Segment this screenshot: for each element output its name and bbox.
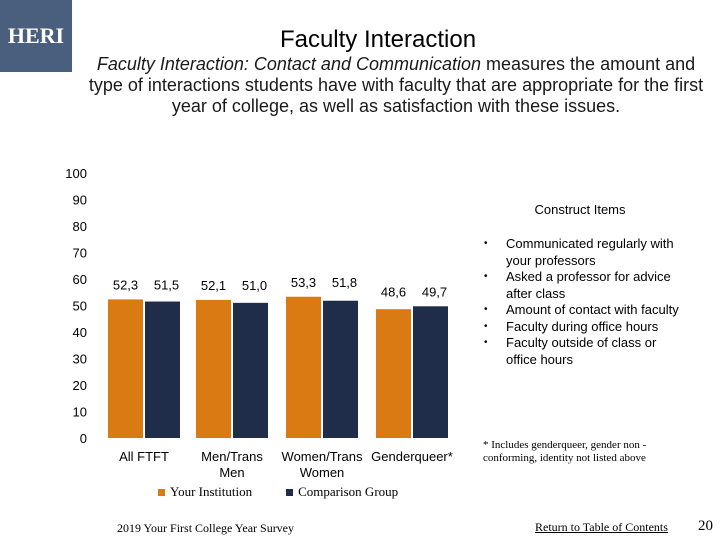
construct-item: • Faculty outside of class or office hour… xyxy=(482,335,682,368)
x-tick-label: Men xyxy=(219,465,244,480)
y-tick-label: 50 xyxy=(73,299,87,314)
data-label: 51,5 xyxy=(154,277,179,292)
construct-item-text: Amount of contact with faculty xyxy=(506,302,679,317)
bullet-icon: • xyxy=(484,320,488,332)
data-label: 49,7 xyxy=(422,284,447,299)
x-tick-label: Women xyxy=(300,465,345,480)
bullet-icon: • xyxy=(484,304,488,315)
data-label: 48,6 xyxy=(381,284,406,299)
y-tick-label: 20 xyxy=(73,378,87,393)
construct-items-title: Construct Items xyxy=(534,202,626,217)
return-to-toc-link[interactable]: Return to Table of Contents xyxy=(535,520,668,534)
page-title: Faculty Interaction xyxy=(279,26,477,53)
y-tick-label: 70 xyxy=(73,246,87,261)
legend-label-institution: Your Institution xyxy=(170,484,253,499)
y-tick-label: 90 xyxy=(73,193,87,208)
page-subtitle: Faculty Interaction: Contact and Communi… xyxy=(80,54,712,117)
legend-item-comparison: Comparison Group xyxy=(286,484,398,500)
x-tick-label: Men/Trans xyxy=(201,449,263,464)
y-tick-label: 30 xyxy=(73,352,87,367)
bullet-icon: • xyxy=(484,337,488,348)
legend-label-comparison: Comparison Group xyxy=(298,484,399,499)
survey-name: 2019 Your First College Year Survey xyxy=(117,521,295,535)
bar-comparison xyxy=(233,302,268,438)
bullet-icon: • xyxy=(484,271,488,282)
bar-comparison xyxy=(145,301,180,438)
y-tick-label: 10 xyxy=(73,405,87,420)
data-label: 51,0 xyxy=(242,278,267,293)
data-label: 52,3 xyxy=(113,277,138,292)
legend-swatch-comparison xyxy=(286,488,294,496)
data-label: 51,8 xyxy=(332,275,357,290)
subtitle-description: measures the amount and type of interact… xyxy=(88,54,704,116)
bar-institution xyxy=(376,309,411,438)
y-tick-label: 40 xyxy=(73,325,87,340)
footnote: * Includes genderqueer, gender non - con… xyxy=(483,439,647,464)
subtitle-construct-name: Faculty Interaction: Contact and Communi… xyxy=(96,54,482,74)
construct-item-text: Faculty outside of class or office hours xyxy=(506,335,657,367)
bar-institution xyxy=(286,296,321,438)
bar-institution xyxy=(196,299,231,438)
data-label: 52,1 xyxy=(201,278,226,293)
bar-comparison xyxy=(323,300,358,438)
construct-item: • Asked a professor for advice after clas… xyxy=(482,269,682,302)
y-tick-label: 80 xyxy=(73,219,87,234)
construct-item: • Amount of contact with faculty xyxy=(482,302,682,319)
bullet-icon: • xyxy=(484,238,488,249)
x-tick-label: All FTFT xyxy=(119,449,169,464)
legend-item-institution: Your Institution xyxy=(158,484,252,500)
y-tick-label: 60 xyxy=(73,272,87,287)
construct-item-text: Communicated regularly with your profess… xyxy=(506,236,674,268)
construct-item-text: Asked a professor for advice after class xyxy=(506,269,671,301)
chart-legend: Your Institution Comparison Group xyxy=(158,484,398,500)
x-tick-label: Genderqueer* xyxy=(371,449,453,464)
construct-item-text: Faculty during office hours xyxy=(506,318,659,334)
data-label: 53,3 xyxy=(291,275,316,290)
heri-logo: HERI xyxy=(0,0,72,72)
construct-items-list: • Communicated regularly with your profes… xyxy=(482,236,682,368)
bar-institution xyxy=(108,299,143,438)
construct-item: • Faculty during office hours xyxy=(482,319,682,336)
construct-item: • Communicated regularly with your profes… xyxy=(482,236,682,269)
legend-swatch-institution xyxy=(158,488,165,496)
y-tick-label: 100 xyxy=(65,166,87,181)
page-number: 20 xyxy=(698,518,713,534)
y-tick-label: 0 xyxy=(80,431,87,446)
bar-comparison xyxy=(413,306,448,438)
x-tick-label: Women/Trans xyxy=(282,449,363,464)
